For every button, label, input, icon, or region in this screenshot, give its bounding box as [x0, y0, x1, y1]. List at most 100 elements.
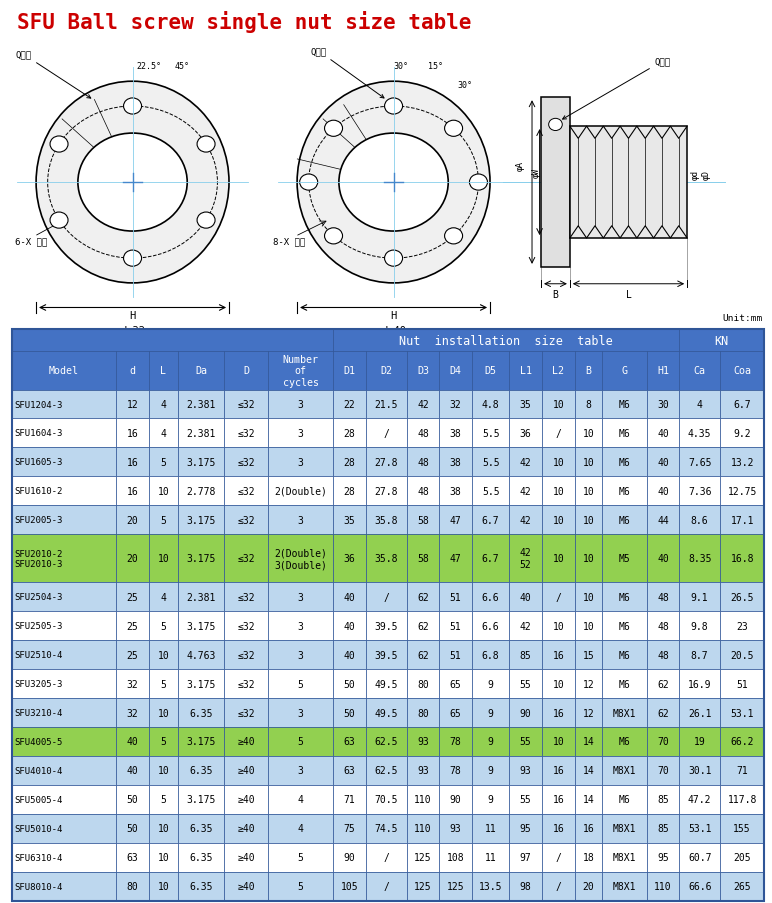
Text: ≥40: ≥40	[238, 881, 255, 891]
Text: H: H	[130, 311, 136, 321]
Text: 42
52: 42 52	[520, 548, 531, 570]
Text: 23: 23	[736, 621, 748, 631]
Text: 10: 10	[583, 516, 594, 526]
Text: 8.6: 8.6	[691, 516, 709, 526]
Bar	[472, 477, 510, 506]
Text: 7.65: 7.65	[688, 458, 711, 468]
Text: 22.5°: 22.5°	[137, 62, 161, 71]
Text: L1: L1	[520, 366, 532, 376]
Bar	[224, 727, 269, 756]
Bar	[439, 535, 472, 582]
Text: M6: M6	[618, 399, 630, 410]
Bar	[646, 698, 679, 727]
Bar	[602, 611, 646, 640]
Text: Q油孔: Q油孔	[310, 47, 384, 98]
Bar	[224, 785, 269, 814]
Bar	[472, 842, 510, 871]
Bar	[542, 535, 575, 582]
Bar	[439, 419, 472, 448]
Text: 51: 51	[450, 650, 462, 660]
Text: 62: 62	[417, 592, 428, 602]
Text: 90: 90	[344, 852, 355, 862]
Bar	[224, 640, 269, 669]
Text: 16: 16	[127, 429, 138, 439]
Text: 71: 71	[736, 766, 748, 776]
Bar	[149, 535, 178, 582]
Bar	[602, 756, 646, 785]
Bar	[602, 419, 646, 448]
Text: 78: 78	[450, 766, 462, 776]
Text: 62: 62	[657, 679, 669, 689]
Bar	[646, 756, 679, 785]
Bar	[116, 669, 149, 698]
Text: 15: 15	[583, 650, 594, 660]
Circle shape	[445, 121, 462, 137]
Bar	[510, 390, 542, 419]
Bar	[366, 611, 407, 640]
Bar	[333, 756, 366, 785]
Bar	[178, 390, 224, 419]
Bar	[542, 419, 575, 448]
Bar	[116, 785, 149, 814]
Text: 14: 14	[583, 766, 594, 776]
Circle shape	[300, 175, 318, 191]
Bar	[12, 727, 116, 756]
Bar	[646, 842, 679, 871]
Text: φd: φd	[691, 170, 700, 180]
Bar	[575, 727, 602, 756]
Bar	[149, 785, 178, 814]
Text: ≤32: ≤32	[238, 708, 255, 718]
Text: 9: 9	[488, 708, 493, 718]
Text: M8X1: M8X1	[613, 766, 636, 776]
Text: 35.8: 35.8	[374, 516, 398, 526]
Bar	[149, 669, 178, 698]
Bar	[269, 871, 333, 900]
Text: 10: 10	[157, 824, 169, 833]
Text: M8X1: M8X1	[613, 852, 636, 862]
Text: ≤32: ≤32	[238, 679, 255, 689]
Bar	[472, 535, 510, 582]
Text: 10: 10	[553, 621, 564, 631]
Bar	[178, 698, 224, 727]
Bar	[269, 390, 333, 419]
Circle shape	[78, 134, 188, 232]
Bar	[333, 582, 366, 611]
Bar	[149, 727, 178, 756]
Text: 40: 40	[657, 487, 669, 497]
Bar	[542, 582, 575, 611]
Text: M5: M5	[618, 554, 630, 563]
Bar	[602, 535, 646, 582]
Bar	[542, 842, 575, 871]
Bar	[439, 842, 472, 871]
Text: 78: 78	[450, 737, 462, 747]
Text: 40: 40	[657, 429, 669, 439]
Text: G: G	[621, 366, 628, 376]
Text: /: /	[556, 881, 561, 891]
Bar	[720, 352, 764, 390]
Bar	[679, 506, 720, 535]
Bar	[366, 669, 407, 698]
Bar	[646, 640, 679, 669]
Bar	[602, 640, 646, 669]
Text: 3: 3	[298, 516, 303, 526]
Text: 58: 58	[417, 554, 428, 563]
Bar	[542, 352, 575, 390]
Text: 63: 63	[344, 737, 355, 747]
Text: 2(Double): 2(Double)	[274, 487, 327, 497]
Bar	[720, 611, 764, 640]
Bar	[224, 669, 269, 698]
Circle shape	[50, 213, 68, 228]
Text: 5.5: 5.5	[482, 458, 499, 468]
Text: 47.2: 47.2	[688, 795, 711, 805]
Circle shape	[324, 228, 343, 245]
Bar	[269, 448, 333, 477]
Text: 27.8: 27.8	[374, 487, 398, 497]
Bar	[679, 330, 764, 352]
Text: 50: 50	[127, 824, 138, 833]
Text: 9: 9	[488, 737, 493, 747]
Bar	[366, 390, 407, 419]
Text: 47: 47	[450, 554, 462, 563]
Text: Number
of
cycles: Number of cycles	[283, 355, 319, 387]
Text: M6: M6	[618, 795, 630, 805]
Bar	[366, 698, 407, 727]
